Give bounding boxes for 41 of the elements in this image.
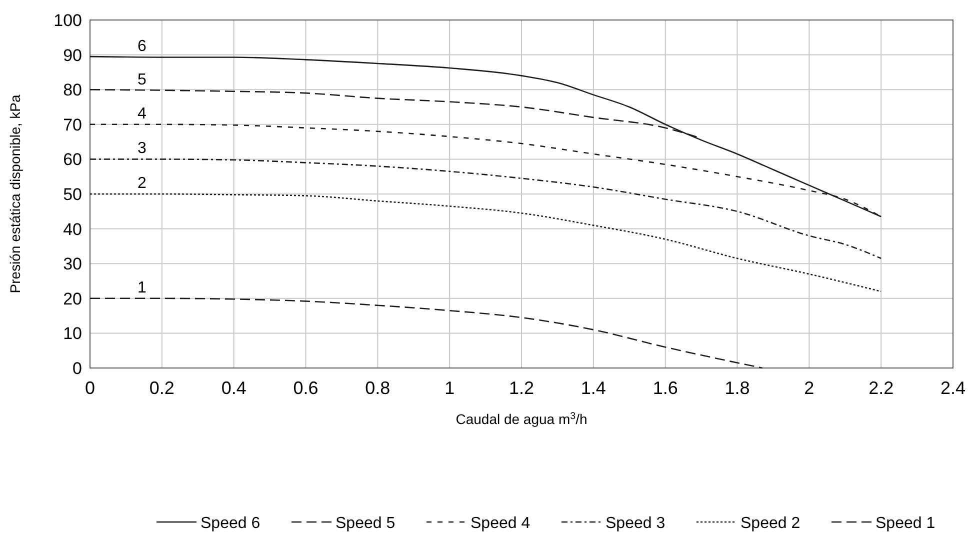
line-series: [89, 298, 764, 369]
y-tick-label: 60: [63, 150, 82, 170]
y-tick-label: 70: [63, 115, 82, 134]
line-series: [89, 193, 882, 292]
x-tick-label: 1: [444, 378, 455, 398]
x-tick-label: 1.6: [652, 378, 678, 398]
x-tick-label: 2: [804, 378, 814, 398]
y-tick-label: 80: [63, 80, 82, 100]
y-tick-label: 90: [63, 46, 82, 65]
y-tick-label: 0: [72, 359, 82, 378]
annotation: 2: [137, 175, 146, 192]
y-tick-label: 10: [63, 324, 82, 344]
y-tick-label: 100: [54, 11, 82, 30]
y-axis-title: Presión estática disponible, kPa: [7, 94, 23, 294]
y-tick-label: 20: [63, 289, 82, 308]
annotation: 6: [137, 38, 146, 56]
x-tick-label: 0.6: [293, 378, 318, 398]
line-series: [89, 158, 882, 260]
x-tick-label: 1.2: [508, 378, 534, 398]
x-tick-label: 0: [84, 378, 96, 398]
legend-label: Speed 3: [606, 515, 666, 532]
legend-label: Speed 5: [336, 515, 396, 532]
y-tick-label: 40: [63, 220, 82, 239]
annotation: 4: [137, 105, 146, 122]
x-tick-label: 1.4: [580, 378, 606, 398]
annotation: 1: [137, 279, 146, 296]
legend-label: Speed 1: [876, 515, 936, 532]
x-tick-label: 2.4: [940, 378, 966, 398]
legend-label: Speed 2: [740, 515, 800, 532]
legend-label: Speed 6: [200, 515, 260, 532]
x-tick-label: 0.4: [221, 378, 246, 398]
legend-label: Speed 4: [470, 515, 530, 532]
y-tick-label: 50: [63, 185, 82, 204]
x-axis-title: Caudal de agua m$^{3}$/h: [456, 410, 588, 427]
x-tick-label: 0.2: [149, 378, 174, 398]
x-tick-label: 2.2: [868, 378, 894, 398]
annotation: 3: [137, 140, 146, 158]
x-tick-label: 1.8: [724, 378, 750, 398]
y-tick-label: 30: [63, 254, 82, 274]
x-tick-label: 0.8: [365, 378, 390, 398]
annotation: 5: [137, 71, 146, 88]
